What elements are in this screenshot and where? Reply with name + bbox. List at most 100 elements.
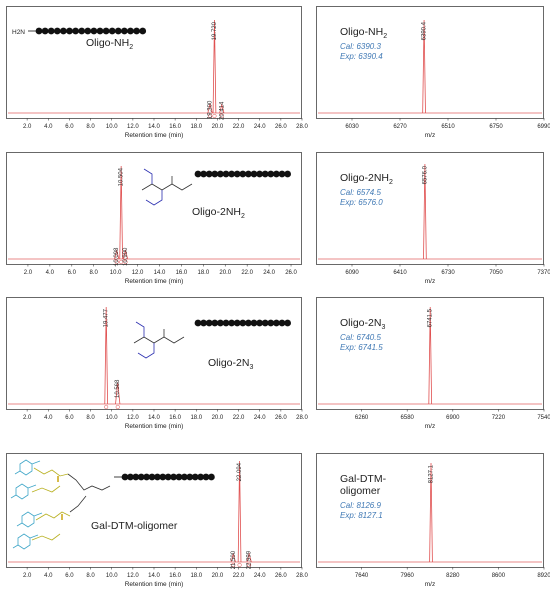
oligomer-bead-icon [208, 473, 215, 481]
compound-name-text: Gal-DTM-oligomer [91, 520, 178, 532]
plot-frame [316, 297, 544, 410]
oligomer-bead-icon [133, 27, 140, 35]
peak-label: 6390.4 [422, 21, 428, 40]
x-axis-label: Retention time (min) [125, 581, 184, 588]
x-tick-label: 6990 [537, 124, 550, 130]
oligomer-bead-icon [211, 170, 219, 178]
x-tick-label: 12.0 [127, 124, 139, 130]
x-tick-label: 20.0 [219, 270, 231, 276]
x-tick-label: 12.0 [127, 573, 139, 579]
plot-frame [316, 152, 544, 265]
x-tick-label: 8280 [446, 573, 460, 579]
x-tick-label: 6730 [441, 270, 455, 276]
x-tick-label: 16.0 [169, 415, 181, 421]
branch-structure-icon [133, 321, 185, 359]
x-tick-label: 26.0 [285, 270, 297, 276]
oligomer-bead-icon [245, 319, 252, 327]
oligomer-bead-icon [127, 473, 134, 481]
x-axis-label: m/z [425, 278, 435, 285]
x-tick-label: 16.0 [169, 573, 181, 579]
compound-name-text: Oligo-2N [208, 357, 250, 369]
x-tick-label: 26.0 [275, 573, 287, 579]
x-tick-label: 6410 [393, 270, 407, 276]
oligomer-bead-icon [261, 170, 269, 178]
oligomer-bead-icon [228, 170, 236, 178]
spectrum-peak [114, 249, 120, 260]
x-tick-label: 24.0 [254, 573, 266, 579]
plot-frame [6, 297, 302, 410]
compound-name-text: Oligo-2N [340, 317, 382, 329]
spectrum-peak [237, 460, 242, 563]
x-tick-label: 18.0 [190, 124, 202, 130]
peak-label: 19.720 [212, 21, 218, 40]
compound-subscript: 2 [129, 44, 134, 52]
x-tick-label: 22.0 [233, 124, 245, 130]
x-tick-label: 8.0 [86, 124, 95, 130]
plot-frame [6, 152, 302, 265]
oligomer-bead-icon [154, 473, 161, 481]
x-tick-label: 28.0 [296, 573, 308, 579]
hplc-panel-e: 2.0 4.0 6.0 8.0 10.0 12.0 14.0 16.0 18.0 20.0 22.0… [6, 297, 308, 439]
oligomer-bead-icon [205, 319, 213, 327]
oligomer-bead-icon [245, 170, 252, 178]
oligomer-bead-icon [139, 27, 147, 35]
x-tick-label: 6750 [489, 124, 503, 130]
compound-name: Oligo-NH2 [86, 37, 133, 51]
x-tick-label: 22.0 [233, 415, 245, 421]
spectrum-peak [422, 19, 426, 114]
x-tick-label: 10.0 [106, 124, 118, 130]
x-tick-label: 2.0 [23, 124, 32, 130]
oligomer-bead-icon [278, 319, 286, 327]
experimental-mass: Exp: 8127.1 [340, 511, 383, 520]
x-tick-label: 6030 [345, 124, 359, 130]
compound-subscript: 2 [389, 179, 393, 187]
spectrum-peak [207, 103, 213, 114]
compound-name-text: Oligo-NH [340, 26, 384, 38]
spectrum-peak [423, 163, 427, 260]
oligomer-bead-icon [191, 473, 199, 481]
x-tick-label: 10.0 [106, 415, 118, 421]
mass-values: Cal: 6390.3 Exp: 6390.4 [340, 42, 383, 62]
spectrum-peak [428, 306, 433, 405]
x-tick-label: 4.0 [44, 124, 53, 130]
mass-values: Cal: 6740.5 Exp: 6741.5 [340, 333, 383, 353]
plot-frame [316, 453, 544, 568]
x-tick-label: 6900 [446, 415, 460, 421]
x-tick-label: 4.0 [44, 573, 53, 579]
x-tick-label: 22.0 [233, 573, 245, 579]
x-tick-label: 7050 [489, 270, 503, 276]
oligomer-bead-icon [284, 319, 291, 327]
x-tick-label: 28.0 [296, 415, 308, 421]
galactose-dendron-icon [10, 459, 111, 550]
spectrum-peak [115, 382, 121, 405]
oligomer-bead-icon [78, 27, 86, 35]
peak-marker [114, 259, 119, 265]
oligomer-bead-icon [284, 170, 291, 178]
oligomer-bead-icon [273, 170, 280, 178]
x-tick-label: 28.0 [296, 124, 308, 130]
ms-panel-f: 6260 6580 6900 7220 7540 m/z 6741.5 Oligo-2N3 Ca… [316, 297, 550, 439]
x-axis-label: m/z [425, 423, 435, 430]
x-tick-label: 7540 [537, 415, 550, 421]
oligomer-bead-icon [273, 319, 280, 327]
x-tick-label: 26.0 [275, 124, 287, 130]
peak-marker [247, 562, 252, 568]
oligomer-bead-icon [35, 27, 43, 35]
experimental-mass: Exp: 6390.4 [340, 52, 383, 61]
x-tick-label: 6.0 [68, 270, 77, 276]
oligomer-bead-icon [137, 473, 145, 481]
experimental-mass: Exp: 6576.0 [340, 198, 383, 207]
oligomer-bead-icon [233, 319, 241, 327]
oligomer-bead-icon [181, 473, 188, 481]
peak-label: 8127.1 [429, 464, 435, 483]
oligomer-bead-icon [256, 319, 263, 327]
peak-label: 22.094 [237, 462, 243, 481]
peak-marker [104, 404, 109, 410]
oligomer-bead-icon [132, 473, 140, 481]
x-tick-label: 18.0 [190, 415, 202, 421]
x-tick-label: 4.0 [44, 415, 53, 421]
compound-name-text: Gal-DTM- oligomer [340, 473, 387, 497]
calculated-mass: Cal: 6740.5 [340, 333, 381, 342]
plot-frame [316, 6, 544, 119]
x-tick-label: 7960 [401, 573, 415, 579]
